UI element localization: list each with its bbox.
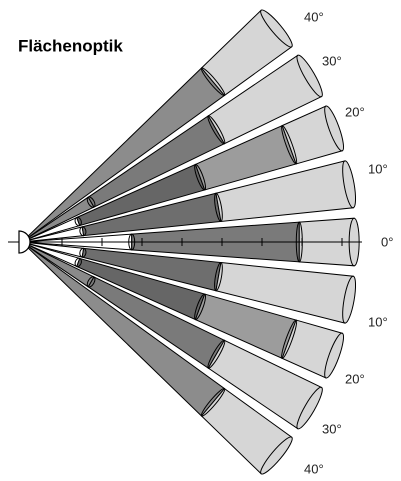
beam (21, 54, 323, 243)
beam (21, 241, 345, 379)
beam (21, 241, 323, 430)
segment-edge (207, 339, 226, 369)
angle-label: 20° (345, 104, 365, 119)
angle-label: 10° (368, 314, 388, 329)
beam (21, 105, 345, 243)
beam (21, 160, 357, 243)
beam-end (260, 9, 293, 48)
segment-edge (200, 67, 226, 97)
segment-edge (200, 387, 226, 417)
title: Flächenoptik (18, 36, 123, 55)
segment-edge (86, 196, 96, 208)
angle-label: 40° (304, 461, 324, 476)
beam-end (296, 54, 323, 98)
angle-label: 10° (368, 161, 388, 176)
segment-edge (214, 262, 223, 292)
beam-end (342, 160, 357, 209)
segment-edge (281, 319, 298, 359)
segment-edge (79, 226, 87, 237)
angle-label: 0° (381, 234, 393, 249)
segment-edge (79, 247, 87, 258)
angle-label: 20° (345, 371, 365, 386)
beam-end (324, 332, 345, 379)
angle-label: 30° (322, 53, 342, 68)
angle-label: 30° (322, 421, 342, 436)
beam (21, 241, 293, 475)
segment-edge (207, 115, 226, 145)
beam-end (324, 105, 345, 152)
segment-edge (281, 125, 298, 165)
beam (21, 241, 357, 324)
beam-end (342, 275, 357, 324)
beam-end (296, 386, 323, 430)
beam (21, 9, 293, 243)
segment-edge (194, 293, 207, 321)
segment-edge (86, 276, 96, 288)
sensor (18, 230, 31, 254)
segment-edge (74, 216, 82, 227)
segment-edge (214, 192, 223, 222)
beam-end (260, 436, 293, 475)
beams (8, 9, 362, 475)
axis (8, 238, 362, 246)
segment-edge (194, 163, 207, 191)
angle-label: 40° (304, 9, 324, 24)
